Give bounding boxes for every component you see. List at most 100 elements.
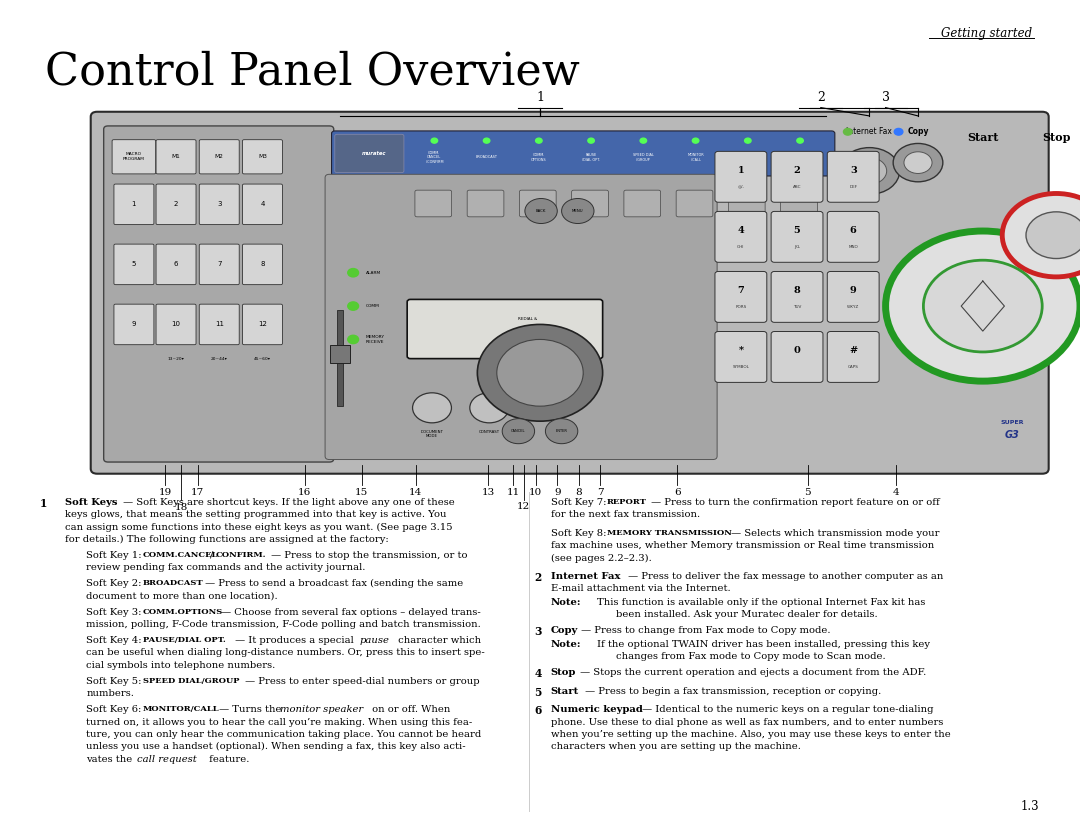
Text: 10: 10: [172, 321, 180, 328]
FancyBboxPatch shape: [242, 244, 282, 284]
Text: REDIAL &: REDIAL &: [518, 317, 538, 320]
Circle shape: [1026, 212, 1080, 259]
FancyBboxPatch shape: [715, 152, 767, 203]
FancyBboxPatch shape: [676, 190, 713, 217]
Text: MEMORY
RECEIVE: MEMORY RECEIVE: [366, 335, 386, 344]
Text: MEMORY
TRANSMIT: MEMORY TRANSMIT: [792, 153, 809, 162]
Text: GHI: GHI: [738, 245, 744, 249]
Text: — Stops the current operation and ejects a document from the ADF.: — Stops the current operation and ejects…: [577, 668, 926, 677]
Circle shape: [640, 138, 647, 143]
Circle shape: [894, 128, 903, 135]
Text: 7: 7: [738, 286, 744, 294]
Text: phone. Use these to dial phone as well as fax numbers, and to enter numbers: phone. Use these to dial phone as well a…: [551, 717, 943, 726]
Circle shape: [1002, 193, 1080, 277]
FancyBboxPatch shape: [114, 304, 154, 344]
Text: MNO: MNO: [848, 245, 859, 249]
Text: TEL IN / FAX IN ▲: TEL IN / FAX IN ▲: [551, 371, 583, 374]
Text: on or off. When: on or off. When: [369, 706, 450, 714]
Text: — Press to stop the transmission, or to: — Press to stop the transmission, or to: [268, 551, 468, 560]
Text: Numeric keypad: Numeric keypad: [551, 706, 643, 714]
FancyBboxPatch shape: [827, 152, 879, 203]
FancyBboxPatch shape: [156, 139, 195, 174]
Text: 8: 8: [260, 261, 265, 268]
Text: Note:: Note:: [551, 640, 581, 649]
FancyBboxPatch shape: [199, 244, 240, 284]
Text: for details.) The following functions are assigned at the factory:: for details.) The following functions ar…: [65, 535, 389, 544]
FancyBboxPatch shape: [156, 304, 195, 344]
Text: Soft Key 1:: Soft Key 1:: [86, 551, 145, 560]
Text: can assign some functions into these eight keys as you want. (See page 3.15: can assign some functions into these eig…: [65, 523, 453, 532]
Text: CONFIRM.: CONFIRM.: [216, 551, 267, 559]
Text: — Press to turn the confirmation report feature on or off: — Press to turn the confirmation report …: [648, 498, 940, 507]
Text: MENU: MENU: [572, 209, 583, 213]
Circle shape: [744, 138, 751, 143]
Text: /: /: [210, 551, 213, 560]
Text: 2: 2: [535, 572, 542, 583]
Text: fax machine uses, whether Memory transmission or Real time transmission: fax machine uses, whether Memory transmi…: [551, 541, 934, 550]
Text: 45~60▾: 45~60▾: [254, 358, 271, 361]
Text: 4: 4: [535, 668, 542, 679]
Text: 8: 8: [794, 286, 800, 294]
Text: — Press to deliver the fax message to another computer as an: — Press to deliver the fax message to an…: [625, 572, 944, 581]
Text: MEMORY TRANSMISSION: MEMORY TRANSMISSION: [607, 529, 732, 537]
Circle shape: [413, 393, 451, 423]
Text: Control Panel Overview: Control Panel Overview: [45, 50, 580, 93]
Text: 5: 5: [794, 226, 800, 234]
Text: M1: M1: [172, 154, 180, 159]
Text: been installed. Ask your Muratec dealer for details.: been installed. Ask your Muratec dealer …: [616, 610, 877, 619]
Text: 9: 9: [132, 321, 136, 328]
FancyBboxPatch shape: [335, 134, 404, 173]
Circle shape: [477, 324, 603, 421]
Text: Soft Key 5:: Soft Key 5:: [86, 677, 145, 686]
Text: — Choose from several fax options – delayed trans-: — Choose from several fax options – dela…: [218, 608, 481, 617]
Text: 18: 18: [175, 503, 188, 511]
Text: 1: 1: [132, 201, 136, 208]
Text: 1.3: 1.3: [1021, 800, 1039, 813]
Text: PAUSE/DIAL OPT.: PAUSE/DIAL OPT.: [143, 636, 226, 644]
Text: review pending fax commands and the activity journal.: review pending fax commands and the acti…: [86, 563, 366, 572]
Circle shape: [692, 138, 699, 143]
Text: 5: 5: [132, 261, 136, 268]
Text: @/-: @/-: [738, 185, 744, 188]
Text: SPEED DIAL/GROUP: SPEED DIAL/GROUP: [143, 677, 239, 685]
Text: Soft Key 2:: Soft Key 2:: [86, 580, 145, 588]
Text: 20~44▾: 20~44▾: [211, 358, 228, 361]
FancyBboxPatch shape: [468, 190, 504, 217]
Text: vates the: vates the: [86, 755, 136, 764]
Circle shape: [588, 138, 594, 143]
Text: TUV: TUV: [793, 305, 801, 309]
Text: 16: 16: [298, 488, 311, 496]
Text: JKL: JKL: [794, 245, 800, 249]
Text: 15: 15: [355, 488, 368, 496]
Text: G3: G3: [1004, 430, 1020, 440]
Text: E-mail attachment via the Internet.: E-mail attachment via the Internet.: [551, 585, 730, 593]
Text: Internet Fax: Internet Fax: [847, 128, 892, 136]
Text: Start: Start: [967, 132, 999, 143]
FancyBboxPatch shape: [242, 184, 282, 224]
Text: Soft Key 8:: Soft Key 8:: [551, 529, 609, 538]
Text: PORS: PORS: [735, 305, 746, 309]
Text: for the next fax transmission.: for the next fax transmission.: [551, 510, 700, 520]
FancyBboxPatch shape: [571, 190, 608, 217]
Text: 0: 0: [794, 346, 800, 354]
Text: — Press to enter speed-dial numbers or group: — Press to enter speed-dial numbers or g…: [242, 677, 480, 686]
Circle shape: [893, 143, 943, 182]
Text: BROADCAST: BROADCAST: [143, 580, 203, 587]
Text: Copy: Copy: [907, 128, 929, 136]
Text: ENTER: ENTER: [556, 430, 567, 433]
FancyBboxPatch shape: [781, 190, 818, 217]
Circle shape: [562, 198, 594, 224]
Text: 2: 2: [816, 91, 825, 104]
Text: cial symbols into telephone numbers.: cial symbols into telephone numbers.: [86, 661, 275, 670]
FancyBboxPatch shape: [91, 112, 1049, 474]
Text: 4: 4: [260, 201, 265, 208]
Text: 17: 17: [191, 488, 204, 496]
FancyBboxPatch shape: [827, 332, 879, 382]
Circle shape: [923, 260, 1042, 352]
Text: This function is available only if the optional Internet Fax kit has: This function is available only if the o…: [597, 598, 926, 607]
Text: Soft Keys: Soft Keys: [65, 498, 118, 507]
Text: call request: call request: [137, 755, 197, 764]
Circle shape: [852, 158, 887, 184]
FancyBboxPatch shape: [407, 299, 603, 359]
Text: 3: 3: [217, 201, 221, 208]
